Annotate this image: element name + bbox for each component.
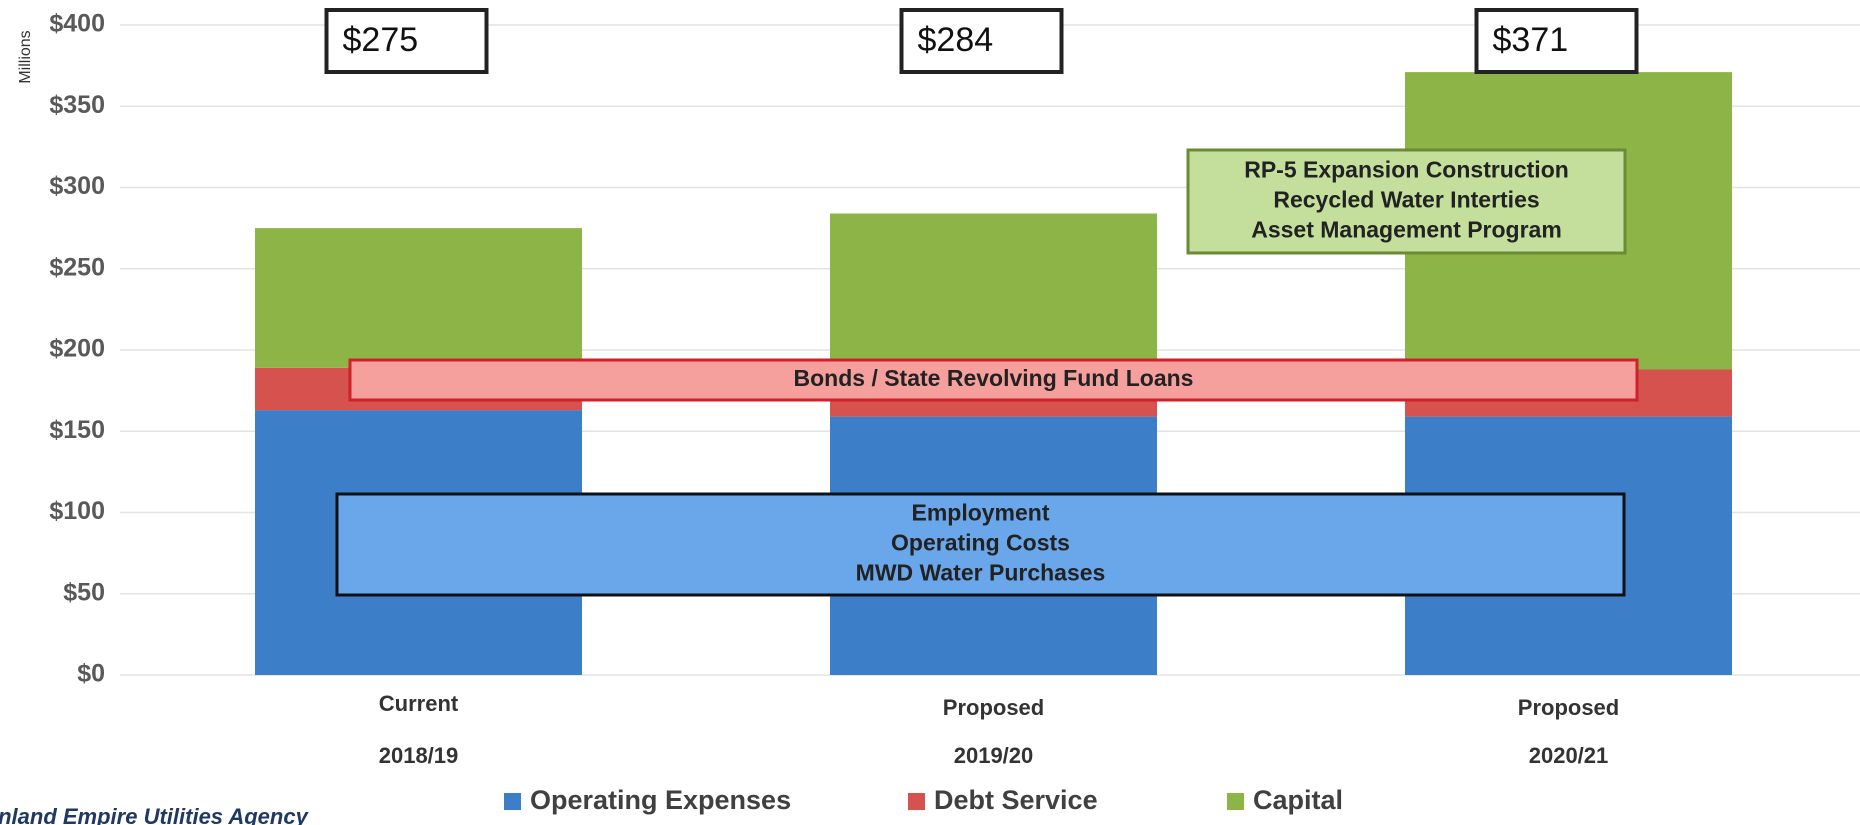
annotation-text: Employment <box>911 500 1049 526</box>
footer: Inland Empire Utilities Agency <box>0 804 310 825</box>
annotation-text: Asset Management Program <box>1251 217 1562 243</box>
legend-label: Operating Expenses <box>530 785 791 815</box>
annotation-box <box>335 492 1626 597</box>
x-tick-label: 2018/19 <box>379 743 459 768</box>
total-box <box>1474 8 1639 74</box>
y-tick-label: $150 <box>49 416 105 444</box>
y-tick-label: $200 <box>49 335 105 363</box>
total-label: $275 <box>343 21 419 59</box>
total-label: $284 <box>918 21 994 59</box>
annotation-text: MWD Water Purchases <box>856 560 1106 586</box>
y-tick-label: $300 <box>49 172 105 200</box>
annotation-text: Bonds / State Revolving Fund Loans <box>794 365 1194 391</box>
legend-swatch <box>1227 793 1244 810</box>
y-tick-label: $50 <box>63 578 105 606</box>
y-tick-label: $400 <box>49 10 105 38</box>
legend-swatch <box>908 793 925 810</box>
y-axis-label: Millions <box>17 30 34 83</box>
annotation-box <box>1186 148 1627 255</box>
y-tick-label: $350 <box>49 91 105 119</box>
total-label: $371 <box>1493 21 1569 59</box>
annotation-text: RP-5 Expansion Construction <box>1244 157 1569 183</box>
category-note: Proposed <box>1518 695 1619 720</box>
annotation-text: Operating Costs <box>891 530 1070 556</box>
bar-segment <box>255 228 582 368</box>
y-tick-label: $250 <box>49 253 105 281</box>
bar-segment <box>830 213 1157 376</box>
annotation-text: Recycled Water Interties <box>1273 187 1539 213</box>
x-tick-label: 2019/20 <box>954 743 1034 768</box>
total-box <box>899 8 1064 74</box>
legend-label: Debt Service <box>934 785 1098 815</box>
y-tick-label: $100 <box>49 497 105 525</box>
category-note: Proposed <box>943 695 1044 720</box>
category-note: Current <box>379 691 459 716</box>
total-box <box>324 8 489 74</box>
legend-swatch <box>504 793 521 810</box>
x-tick-label: 2020/21 <box>1529 743 1609 768</box>
legend-label: Capital <box>1253 785 1343 815</box>
y-tick-label: $0 <box>77 660 105 688</box>
annotation-box <box>348 358 1639 402</box>
